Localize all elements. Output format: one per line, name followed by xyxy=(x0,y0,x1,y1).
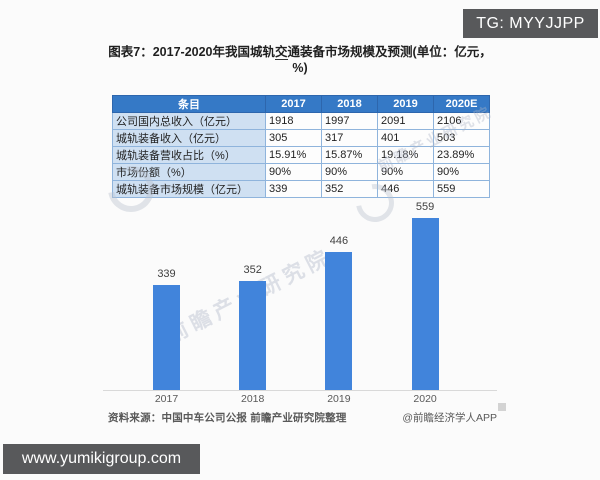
bar-2018 xyxy=(239,281,267,390)
bar-value-label: 352 xyxy=(243,264,262,276)
table-cell-value: 15.91% xyxy=(265,146,322,164)
x-tick-label: 2019 xyxy=(327,393,351,405)
table-cell-value: 352 xyxy=(321,180,378,198)
table-header: 条目 2017 2018 2019 2020E xyxy=(112,95,490,113)
bar-value-label: 559 xyxy=(415,201,435,213)
x-tick-label: 2017 xyxy=(154,393,179,405)
source-note: 资料来源：中国中车公司公报 前瞻产业研究院整理 xyxy=(108,411,347,424)
chart-title-part2: 通装备市场规模及预测(单位：亿元，%) xyxy=(287,45,492,75)
x-axis-labels: 2017 2018 2019 2020 xyxy=(103,393,497,406)
table-col-header-year: 2019 xyxy=(377,95,434,113)
footer-notes: 资料来源：中国中车公司公报 前瞻产业研究院整理 @前瞻经济学人APP xyxy=(108,410,497,424)
x-tick-label: 2018 xyxy=(241,393,265,405)
data-table: 条目 2017 2018 2019 2020E 公司国内总收入（亿元） 1918 1997 2… xyxy=(112,95,490,198)
table-cell-value: 23.89% xyxy=(433,146,490,164)
bar-value-label: 446 xyxy=(329,235,349,247)
bar-chart: 339 352 446 559 xyxy=(103,201,497,391)
table-row: 城轨装备市场规模（亿元） 339 352 446 559 xyxy=(112,180,490,198)
chart-title: 图表7：2017-2020年我国城轨交通装备市场规模及预测(单位：亿元，%) xyxy=(108,44,492,76)
bar-2020 xyxy=(411,218,439,390)
table-cell-value: 446 xyxy=(377,180,434,198)
data-table-wrap: 条目 2017 2018 2019 2020E 公司国内总收入（亿元） 1918 1997 2… xyxy=(112,95,490,198)
credit-note: @前瞻经济学人APP xyxy=(402,411,497,424)
bar-2019 xyxy=(325,252,353,390)
table-row: 市场份额（%） 90% 90% 90% 90% xyxy=(112,163,490,181)
table-cell-value: 1918 xyxy=(265,112,322,130)
table-cell-value: 2106 xyxy=(433,112,490,130)
table-row: 公司国内总收入（亿元） 1918 1997 2091 2106 xyxy=(112,112,490,130)
bar-2017 xyxy=(153,285,180,390)
table-cell-value: 339 xyxy=(265,180,322,198)
table-cell-value: 503 xyxy=(433,129,490,147)
table-row-label: 城轨装备收入（亿元） xyxy=(112,129,266,147)
table-col-header-year: 2017 xyxy=(265,95,322,113)
table-cell-value: 1997 xyxy=(321,112,378,130)
bar-value-label: 339 xyxy=(157,268,176,280)
table-cell-value: 90% xyxy=(321,163,378,181)
chart-title-part1: 图表7：2017-2020年我国城轨 xyxy=(108,45,276,59)
table-col-header-year: 2020E xyxy=(433,95,490,113)
table-cell-value: 15.87% xyxy=(321,146,378,164)
table-cell-value: 19.18% xyxy=(377,146,434,164)
table-col-header-item: 条目 xyxy=(112,95,266,113)
table-row: 城轨装备营收占比（%） 15.91% 15.87% 19.18% 23.89% xyxy=(112,146,490,164)
table-cell-value: 90% xyxy=(377,163,434,181)
table-cell-value: 401 xyxy=(377,129,434,147)
table-cell-value: 90% xyxy=(433,163,490,181)
table-row-label: 公司国内总收入（亿元） xyxy=(112,112,266,130)
x-tick-label: 2020 xyxy=(413,393,437,405)
table-row-label: 城轨装备市场规模（亿元） xyxy=(112,180,266,198)
table-row-label: 市场份额（%） xyxy=(112,163,266,181)
table-cell-value: 90% xyxy=(265,163,322,181)
table-cell-value: 305 xyxy=(265,129,322,147)
table-row-label: 城轨装备营收占比（%） xyxy=(112,146,266,164)
chart-title-underlined-char: 交 xyxy=(275,45,288,60)
site-banner: www.yumikigroup.com xyxy=(3,444,200,474)
table-cell-value: 317 xyxy=(321,129,378,147)
table-col-header-year: 2018 xyxy=(321,95,378,113)
table-cell-value: 559 xyxy=(433,180,490,198)
tg-badge: TG: MYYJJPP xyxy=(463,9,598,38)
watermark-logo-fragment xyxy=(498,403,506,411)
table-cell-value: 2091 xyxy=(377,112,434,130)
table-row: 城轨装备收入（亿元） 305 317 401 503 xyxy=(112,129,490,147)
